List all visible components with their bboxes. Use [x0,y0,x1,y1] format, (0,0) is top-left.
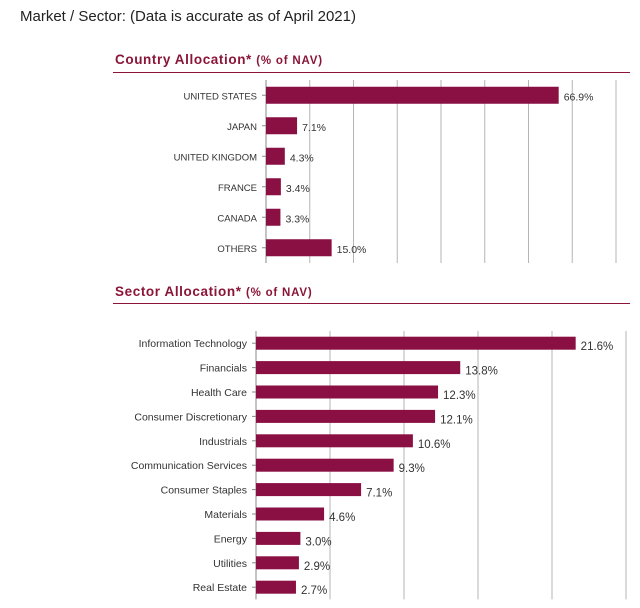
bar-health-care [256,385,439,399]
value-label-utilities: 2.9% [304,561,330,573]
sector-allocation-heading: Sector Allocation* (% of NAV) [115,284,313,299]
category-label-health-care: Health Care [191,387,247,399]
category-label-consumer-discretionary: Consumer Discretionary [134,411,247,423]
category-label-materials: Materials [204,509,247,521]
category-label-utilities: Utilities [213,558,247,570]
bar-financials [256,361,461,375]
country-allocation-chart: UNITED STATES 66.9% JAPAN 7.1% UNITED KINGDO… [174,80,617,263]
value-label-canada: 3.3% [285,213,309,225]
bar-information-technology [256,336,576,350]
sector-allocation-unit: (% of NAV) [245,287,313,299]
value-label-united-states: 66.9% [564,91,594,103]
category-label-information-technology: Information Technology [139,338,248,350]
value-label-united-kingdom: 4.3% [290,152,314,164]
value-label-energy: 3.0% [305,536,331,548]
category-label-others: OTHERS [217,244,257,255]
value-label-france: 3.4% [286,183,310,195]
category-label-united-states: UNITED STATES [183,91,257,102]
value-label-japan: 7.1% [302,122,326,134]
category-label-energy: Energy [214,533,248,545]
bar-utilities [256,556,299,570]
category-label-united-kingdom: UNITED KINGDOM [174,152,257,163]
country-allocation-heading: Country Allocation* (% of NAV) [115,52,323,67]
value-label-materials: 4.6% [329,512,355,524]
value-label-health-care: 12.3% [443,390,476,402]
bar-consumer-staples [256,483,362,497]
country-allocation-title: Country Allocation* [115,52,252,67]
page-title: Market / Sector: (Data is accurate as of… [20,8,356,25]
bar-energy [256,531,301,545]
category-label-france: FRANCE [218,183,257,194]
bar-france [266,178,281,196]
bar-united-states [266,86,559,104]
value-label-communication-services: 9.3% [399,463,425,475]
bar-canada [266,208,281,226]
value-label-consumer-staples: 7.1% [366,488,392,500]
value-label-others: 15.0% [337,244,367,256]
category-label-consumer-staples: Consumer Staples [161,485,247,497]
value-label-industrials: 10.6% [418,439,451,451]
sector-heading-rule [113,303,630,304]
category-label-communication-services: Communication Services [131,460,247,472]
category-label-japan: JAPAN [227,122,257,133]
value-label-information-technology: 21.6% [581,341,614,353]
country-heading-rule [113,72,630,73]
bar-united-kingdom [266,147,285,165]
bar-japan [266,117,298,135]
category-label-industrials: Industrials [199,436,247,448]
bar-materials [256,507,325,521]
bar-real-estate [256,580,296,594]
bar-others [266,239,332,257]
sector-allocation-title: Sector Allocation* [115,284,242,299]
country-allocation-unit: (% of NAV) [256,55,323,67]
bar-industrials [256,434,413,448]
category-label-real-estate: Real Estate [193,582,247,594]
value-label-financials: 13.8% [465,366,498,378]
category-label-financials: Financials [200,363,247,375]
bar-communication-services [256,458,394,472]
category-label-canada: CANADA [217,213,257,224]
value-label-real-estate: 2.7% [301,585,327,597]
value-label-consumer-discretionary: 12.1% [440,414,473,426]
bar-consumer-discretionary [256,409,436,423]
